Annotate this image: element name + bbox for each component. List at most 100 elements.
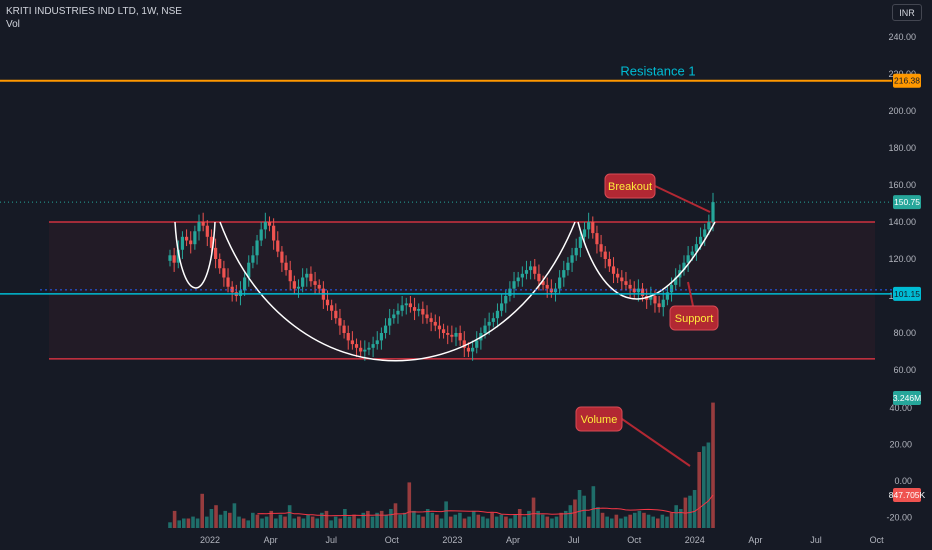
candle-body: [243, 277, 247, 291]
volume-bar: [444, 501, 448, 528]
currency-badge[interactable]: INR: [892, 4, 922, 21]
callout-box: [575, 406, 623, 432]
volume-bar: [398, 514, 402, 528]
volume-bar: [338, 518, 343, 528]
candle-body: [201, 222, 205, 226]
candle-body: [375, 340, 379, 345]
candle-body: [587, 222, 591, 230]
candle-body: [251, 255, 255, 263]
candle-body: [669, 284, 674, 293]
candle-body: [512, 281, 516, 289]
candle-body: [230, 286, 234, 293]
candle-body: [189, 240, 193, 245]
volume-bar: [435, 514, 439, 528]
volume-bar: [407, 482, 412, 528]
volume-axis: -20.00 0.00 20.00 40.00: [886, 403, 912, 523]
candle-body: [209, 236, 214, 248]
volume-bar: [370, 516, 375, 528]
volume-bar: [287, 505, 292, 528]
price-tag-text: 3.246M: [893, 393, 921, 403]
candle-body: [562, 270, 566, 278]
candle-body: [437, 325, 442, 330]
symbol-title[interactable]: KRITI INDUSTRIES IND LTD, 1W, NSE: [6, 6, 182, 17]
volume-bar: [706, 442, 711, 528]
candle-body: [516, 277, 520, 282]
candle-body: [363, 349, 367, 352]
volume-bar: [568, 505, 573, 528]
candle-body: [396, 310, 400, 315]
callout-pointer: [654, 185, 711, 213]
price-tick-label: 160.00: [888, 180, 916, 190]
volume-bar: [306, 514, 310, 528]
volume-tick-label: 20.00: [889, 440, 912, 450]
candle-body: [296, 286, 301, 289]
volume-bar: [168, 522, 172, 528]
volume-bar: [172, 510, 177, 528]
callout-box: [669, 305, 719, 331]
candle-body: [408, 303, 413, 308]
candle-body: [433, 321, 437, 326]
candles: [168, 192, 715, 361]
volume-bar: [310, 516, 315, 528]
candle-body: [570, 255, 574, 263]
candle-body: [458, 333, 462, 341]
time-tick-label: Oct: [870, 535, 885, 545]
volume-bar: [678, 509, 683, 528]
candle-body: [425, 314, 429, 319]
volume-bar: [499, 514, 504, 528]
volume-bar: [278, 514, 283, 528]
candle-body: [657, 303, 661, 308]
candle-body: [388, 318, 392, 326]
volume-bar: [402, 512, 407, 528]
volume-bar: [550, 518, 554, 528]
candle-body: [682, 262, 686, 271]
price-tick-label: 140.00: [888, 217, 916, 227]
candle-body: [694, 244, 699, 252]
candle-body: [533, 266, 537, 274]
candle-body: [454, 333, 458, 337]
candle-body: [495, 310, 500, 319]
volume-bar: [393, 503, 398, 528]
volume-bar: [485, 518, 490, 528]
volume-bar: [264, 516, 269, 528]
candle-body: [168, 255, 172, 261]
volume-bar: [646, 514, 651, 528]
trading-range-box: [49, 222, 875, 359]
candle-body: [359, 347, 363, 352]
time-tick-label: Jul: [325, 535, 337, 545]
candle-body: [263, 222, 267, 230]
volume-bar: [490, 512, 494, 528]
volume-label[interactable]: Vol: [6, 19, 20, 30]
candle-body: [520, 273, 524, 278]
volume-bar: [384, 514, 389, 528]
volume-bar: [614, 514, 619, 528]
candle-body: [541, 281, 545, 285]
volume-bar: [343, 509, 347, 528]
volume-bar: [559, 512, 563, 528]
candle-body: [690, 251, 694, 256]
volume-bar: [545, 516, 550, 528]
candle-body: [392, 314, 396, 319]
candle-body: [222, 268, 226, 278]
volume-bar: [623, 516, 628, 528]
price-tick-label: 200.00: [888, 106, 916, 116]
time-tick-label: 2024: [685, 535, 705, 545]
candle-body: [301, 277, 305, 287]
price-tick-label: 180.00: [888, 143, 916, 153]
candle-body: [400, 305, 404, 311]
volume-bar: [320, 512, 324, 528]
candle-body: [553, 288, 558, 293]
candle-body: [624, 281, 628, 285]
volume-bar: [301, 518, 306, 528]
volume-bar: [540, 514, 545, 528]
volume-bar: [517, 509, 522, 528]
candle-body: [309, 273, 313, 282]
candle-body: [487, 321, 491, 326]
candle-body: [259, 229, 263, 241]
candle-body: [421, 308, 425, 315]
candle-body: [383, 325, 388, 333]
candle-body: [247, 262, 251, 278]
candle-body: [292, 281, 296, 289]
